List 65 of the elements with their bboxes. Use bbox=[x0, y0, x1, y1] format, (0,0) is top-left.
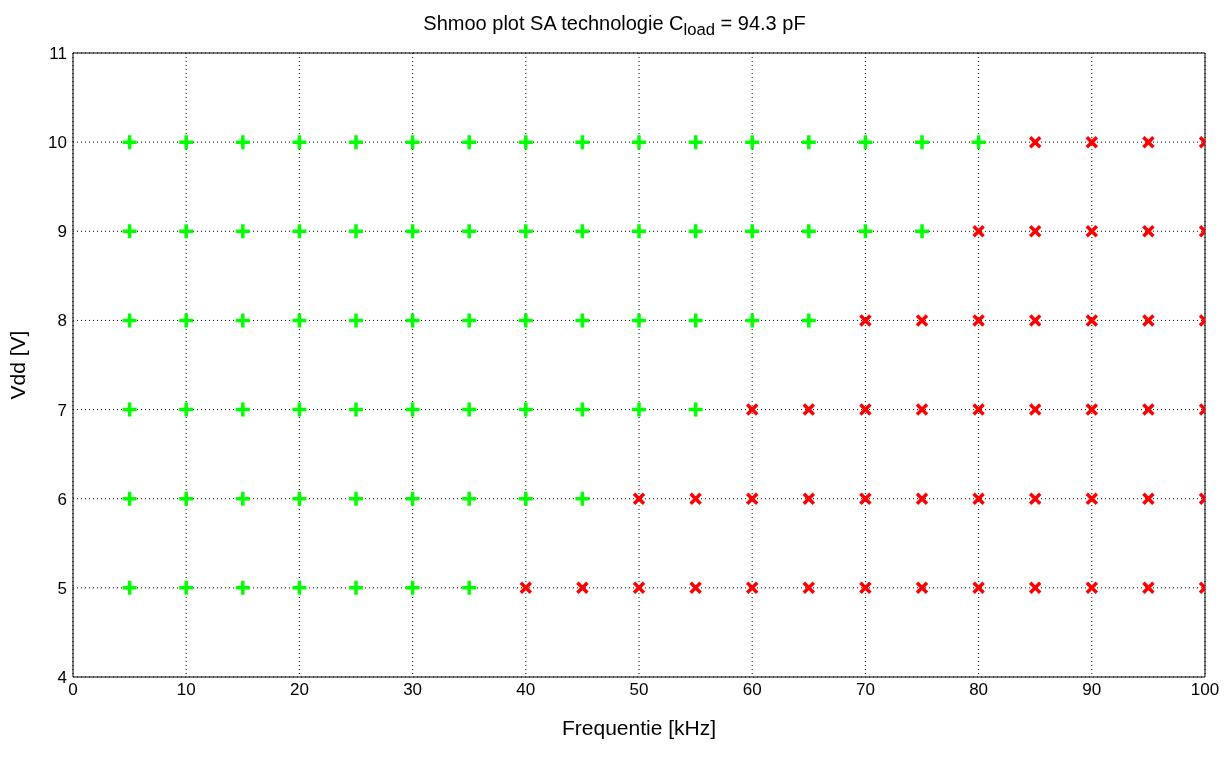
point bbox=[971, 313, 986, 328]
point bbox=[802, 491, 816, 506]
y-tick-label: 8 bbox=[57, 311, 67, 331]
point bbox=[1085, 581, 1099, 595]
point bbox=[858, 581, 873, 595]
point bbox=[1085, 491, 1099, 506]
point bbox=[858, 402, 873, 417]
point bbox=[858, 491, 873, 506]
y-tick-label: 5 bbox=[57, 578, 67, 598]
point bbox=[1141, 224, 1156, 239]
point bbox=[745, 402, 759, 417]
point bbox=[745, 491, 759, 506]
x-tick-label: 80 bbox=[969, 680, 989, 700]
x-tick-label: 10 bbox=[176, 680, 196, 700]
point bbox=[575, 581, 590, 595]
point bbox=[632, 491, 646, 506]
point bbox=[1085, 402, 1099, 417]
point bbox=[1028, 224, 1042, 239]
point bbox=[1141, 491, 1156, 506]
point bbox=[1028, 491, 1042, 506]
point bbox=[688, 491, 703, 506]
y-tick-label: 10 bbox=[48, 133, 67, 153]
point bbox=[915, 491, 929, 506]
y-tick-label: 6 bbox=[57, 489, 67, 509]
x-axis-title: Frequentie [kHz] bbox=[561, 716, 717, 739]
x-tick-label: 50 bbox=[629, 680, 649, 700]
point bbox=[915, 581, 929, 595]
y-axis-title: Vdd [V] bbox=[6, 330, 30, 400]
point bbox=[971, 491, 986, 506]
point bbox=[1028, 402, 1042, 417]
point bbox=[1141, 402, 1156, 417]
point bbox=[915, 313, 929, 328]
point bbox=[1085, 135, 1099, 149]
point bbox=[745, 581, 759, 595]
x-tick-label: 100 bbox=[1190, 680, 1220, 700]
point bbox=[1085, 313, 1099, 328]
point bbox=[1028, 313, 1042, 328]
point bbox=[915, 402, 929, 417]
x-tick-label: 0 bbox=[68, 680, 78, 700]
x-tick-label: 60 bbox=[742, 680, 762, 700]
point bbox=[802, 581, 816, 595]
point bbox=[802, 402, 816, 417]
y-tick-label: 9 bbox=[57, 222, 67, 242]
y-tick-label: 4 bbox=[57, 668, 67, 688]
y-tick-label: 7 bbox=[57, 400, 67, 420]
point bbox=[519, 581, 533, 595]
x-tick-label: 90 bbox=[1082, 680, 1102, 700]
point bbox=[632, 581, 646, 595]
point bbox=[858, 313, 873, 328]
x-tick-label: 30 bbox=[403, 680, 423, 700]
point bbox=[1028, 581, 1042, 595]
point bbox=[1028, 135, 1042, 149]
x-tick-label: 20 bbox=[289, 680, 309, 700]
point bbox=[971, 581, 986, 595]
point bbox=[1141, 313, 1156, 328]
chart-title: Shmoo plot SA technologie C$_{load}$ = 94.3 pF bbox=[422, 11, 807, 41]
x-tick-label: 40 bbox=[516, 680, 536, 700]
point bbox=[971, 402, 986, 417]
point bbox=[688, 581, 703, 595]
point bbox=[1085, 224, 1099, 239]
y-tick-label: 11 bbox=[49, 44, 67, 64]
point bbox=[1141, 135, 1156, 149]
point bbox=[1141, 581, 1156, 595]
x-tick-label: 70 bbox=[855, 680, 875, 700]
point bbox=[971, 224, 986, 239]
